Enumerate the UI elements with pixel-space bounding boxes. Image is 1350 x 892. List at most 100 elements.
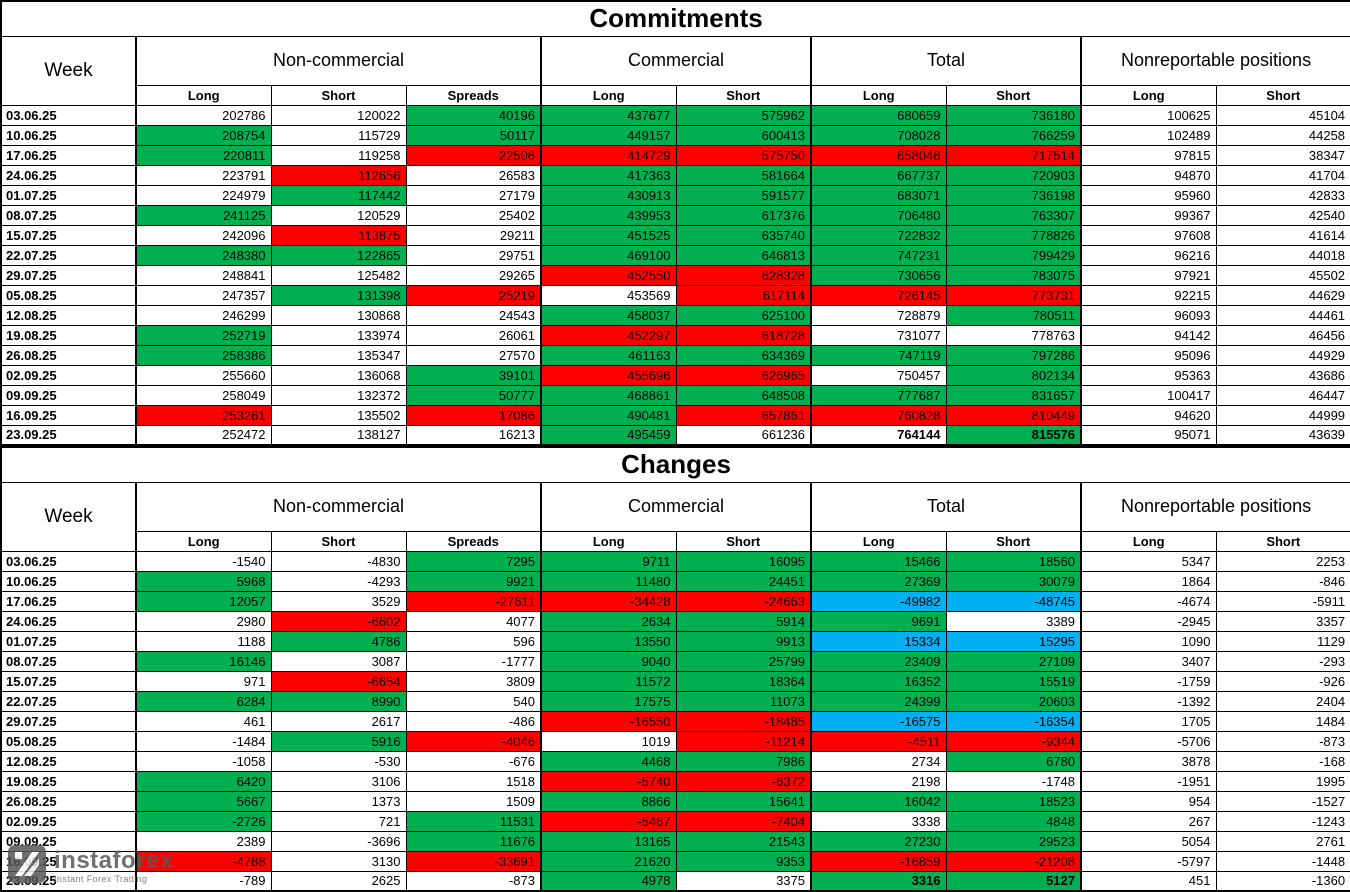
week-cell: 08.07.25 (0, 204, 137, 226)
table-row: 17.06.25 220811 119258 22506 414729 575750 658… (0, 144, 1350, 166)
table-row: 15.07.25 242096 113875 29211 451525 635740 722… (0, 224, 1350, 246)
value-cell: 131398 (270, 284, 407, 306)
column-header-long: Long (135, 84, 272, 106)
table-row: 16.09.25 -4788 3130 -33691 21620 9353 -16859 -2… (0, 850, 1350, 872)
table-row: 16.09.25 253261 135502 17086 490481 657861 760… (0, 404, 1350, 426)
week-cell: 09.09.25 (0, 384, 137, 406)
value-cell: 224979 (135, 184, 272, 206)
value-cell: 253261 (135, 404, 272, 426)
value-cell: -9344 (945, 730, 1082, 752)
value-cell: -926 (1215, 670, 1350, 692)
changes-table: Changes Week Non-commercial Commercial T… (0, 446, 1350, 892)
value-cell: 135347 (270, 344, 407, 366)
value-cell: -1448 (1215, 850, 1350, 872)
value-cell: 778826 (945, 224, 1082, 246)
value-cell: 1995 (1215, 770, 1350, 792)
value-cell: 810449 (945, 404, 1082, 426)
value-cell: 11572 (540, 670, 677, 692)
value-cell: 43639 (1215, 424, 1350, 446)
value-cell: 760828 (810, 404, 947, 426)
value-cell: -1058 (135, 750, 272, 772)
value-cell: 21543 (675, 830, 812, 852)
value-cell: 138127 (270, 424, 407, 446)
column-header-row: Long Short Spreads Long Short Long Short Long Sh… (1, 84, 1350, 106)
table-row: 22.07.25 248380 122865 29751 469100 646813 747… (0, 244, 1350, 266)
value-cell: 730656 (810, 264, 947, 286)
value-cell: 722832 (810, 224, 947, 246)
table-row: 01.07.25 224979 117442 27179 430913 591577 683… (0, 184, 1350, 206)
value-cell: 18560 (945, 550, 1082, 572)
value-cell: 4848 (945, 810, 1082, 832)
value-cell: 437677 (540, 104, 677, 126)
table-title: Commitments (0, 0, 1350, 37)
column-header-spreads: Spreads (405, 530, 542, 552)
value-cell: -3696 (270, 830, 407, 852)
value-cell: 1864 (1080, 570, 1217, 592)
value-cell: 8866 (540, 790, 677, 812)
table-title: Changes (0, 446, 1350, 483)
column-header-long: Long (1080, 84, 1217, 106)
value-cell: -49982 (810, 590, 947, 612)
value-cell: -873 (405, 870, 542, 892)
value-cell: 9353 (675, 850, 812, 872)
value-cell: 4978 (540, 870, 677, 892)
value-cell: 4786 (270, 630, 407, 652)
value-cell: 252472 (135, 424, 272, 446)
value-cell: 9711 (540, 550, 677, 572)
value-cell: 135502 (270, 404, 407, 426)
value-cell: 95071 (1080, 424, 1217, 446)
value-cell: 815576 (945, 424, 1082, 446)
value-cell: 1509 (405, 790, 542, 812)
value-cell: -16575 (810, 710, 947, 732)
value-cell: 44461 (1215, 304, 1350, 326)
value-cell: 648508 (675, 384, 812, 406)
week-cell: 03.06.25 (0, 104, 137, 126)
value-cell: -1951 (1080, 770, 1217, 792)
week-cell: 24.06.25 (0, 164, 137, 186)
value-cell: -293 (1215, 650, 1350, 672)
value-cell: 708028 (810, 124, 947, 146)
value-cell: 683071 (810, 184, 947, 206)
value-cell: 21620 (540, 850, 677, 872)
value-cell: 9691 (810, 610, 947, 632)
table-row: 17.06.25 12057 3529 -27611 -34428 -24663 -4998… (0, 590, 1350, 612)
week-cell: 05.08.25 (0, 284, 137, 306)
value-cell: -5740 (540, 770, 677, 792)
value-cell: 112656 (270, 164, 407, 186)
value-cell: -4511 (810, 730, 947, 752)
value-cell: 42540 (1215, 204, 1350, 226)
value-cell: -48745 (945, 590, 1082, 612)
value-cell: 100625 (1080, 104, 1217, 126)
value-cell: -5911 (1215, 590, 1350, 612)
value-cell: 628328 (675, 264, 812, 286)
value-cell: 11676 (405, 830, 542, 852)
value-cell: 25402 (405, 204, 542, 226)
group-header-nonreportable-positions: Nonreportable positions (1079, 35, 1350, 86)
table-row: 02.09.25 -2726 721 11531 -5467 -7404 3338 4848 2… (0, 810, 1350, 832)
value-cell: 13165 (540, 830, 677, 852)
value-cell: -27611 (405, 590, 542, 612)
table-row: 05.08.25 247357 131398 25219 453569 617114 726… (0, 284, 1350, 306)
value-cell: 38347 (1215, 144, 1350, 166)
value-cell: 2734 (810, 750, 947, 772)
value-cell: 954 (1080, 790, 1217, 812)
value-cell: 50117 (405, 124, 542, 146)
value-cell: 18364 (675, 670, 812, 692)
value-cell: 43686 (1215, 364, 1350, 386)
value-cell: 831657 (945, 384, 1082, 406)
week-cell: 05.08.25 (0, 730, 137, 752)
week-cell: 01.07.25 (0, 630, 137, 652)
week-cell: 03.06.25 (0, 550, 137, 572)
value-cell: -1748 (945, 770, 1082, 792)
value-cell: -4830 (270, 550, 407, 572)
table-row: 02.09.25 255660 136068 39101 455696 626965 750… (0, 364, 1350, 386)
value-cell: 451525 (540, 224, 677, 246)
group-header-non-commercial: Non-commercial (135, 35, 542, 86)
value-cell: 3389 (945, 610, 1082, 632)
value-cell: 95363 (1080, 364, 1217, 386)
group-header-commercial: Commercial (540, 35, 812, 86)
value-cell: 252719 (135, 324, 272, 346)
week-cell: 26.08.25 (0, 344, 137, 366)
value-cell: 9040 (540, 650, 677, 672)
value-cell: -1759 (1080, 670, 1217, 692)
